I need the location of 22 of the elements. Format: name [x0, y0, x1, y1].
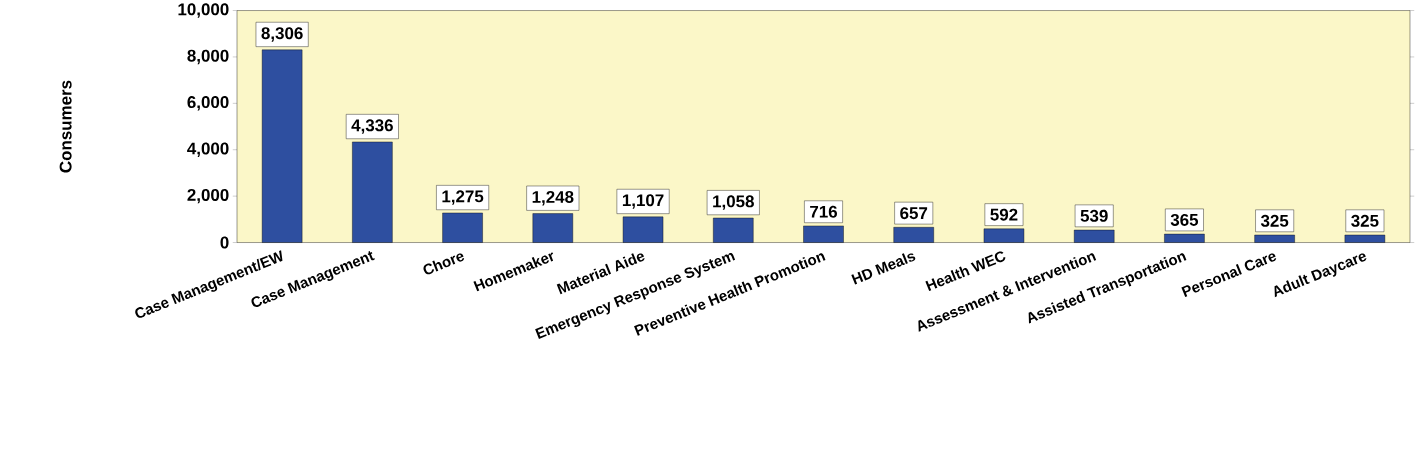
data-label: 539: [1080, 210, 1108, 223]
data-label: 325: [1351, 215, 1379, 228]
data-label: 8,306: [261, 27, 303, 42]
data-label: 365: [1170, 214, 1199, 227]
data-label: 1,107: [622, 194, 664, 209]
y-tick-label: 0: [220, 236, 229, 249]
data-label: 1,058: [713, 195, 754, 211]
y-tick-label: 4,000: [187, 142, 229, 158]
data-label: 716: [810, 206, 838, 218]
x-tick-label: Chore: [423, 253, 465, 275]
data-label: 1,248: [532, 191, 574, 206]
data-label: 1,275: [442, 190, 484, 206]
data-label: 592: [990, 208, 1018, 221]
y-axis-title: Consumers: [59, 80, 72, 173]
y-tick-label: 6,000: [187, 96, 229, 111]
y-tick-label: 10,000: [178, 3, 229, 18]
x-tick-label: HD Meals: [851, 253, 916, 285]
data-label: 4,336: [351, 119, 393, 135]
y-tick-label: 8,000: [187, 49, 229, 65]
y-tick-label: 2,000: [187, 189, 229, 204]
data-label: 325: [1260, 215, 1289, 228]
data-label: 657: [900, 207, 928, 220]
